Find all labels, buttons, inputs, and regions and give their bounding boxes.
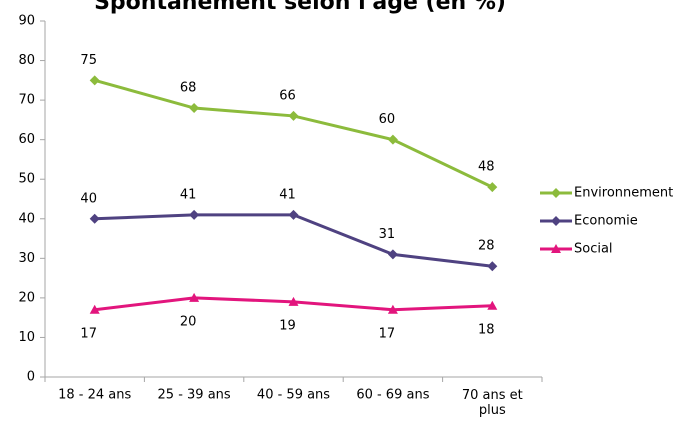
x-tick-label: 40 - 59 ans xyxy=(257,388,330,403)
y-tick-label: 70 xyxy=(18,93,35,108)
legend-marker xyxy=(551,216,561,226)
data-label: 18 xyxy=(478,322,495,337)
data-label: 20 xyxy=(180,314,197,329)
legend-label: Environnement xyxy=(574,186,673,201)
legend-label: Economie xyxy=(574,214,638,229)
data-label: 28 xyxy=(478,239,495,254)
point xyxy=(288,296,299,306)
data-label: 41 xyxy=(180,187,197,202)
point xyxy=(189,292,200,302)
y-tick-label: 80 xyxy=(18,53,35,68)
y-tick-label: 90 xyxy=(18,14,35,29)
point xyxy=(487,182,498,193)
point xyxy=(89,304,100,314)
data-label: 48 xyxy=(478,160,495,175)
data-label: 17 xyxy=(80,326,97,341)
data-label: 75 xyxy=(80,53,97,68)
y-tick-label: 30 xyxy=(18,251,35,266)
legend-marker xyxy=(551,244,561,253)
point xyxy=(189,103,200,114)
point xyxy=(189,209,200,220)
point xyxy=(387,249,398,260)
x-tick-label: 60 - 69 ans xyxy=(356,388,429,403)
data-label: 19 xyxy=(279,318,296,333)
point xyxy=(288,209,299,220)
x-tick-label: 70 ans et plus xyxy=(462,388,523,418)
data-label: 68 xyxy=(180,81,197,96)
x-tick-label: 25 - 39 ans xyxy=(158,388,231,403)
data-label: 40 xyxy=(80,191,97,206)
legend-marker xyxy=(551,188,561,198)
y-tick-label: 40 xyxy=(18,211,35,226)
chart-title: Spontanément selon l'âge (en %) xyxy=(94,0,506,15)
data-label: 41 xyxy=(279,187,296,202)
data-label: 31 xyxy=(379,227,396,242)
series-line xyxy=(94,213,493,268)
point xyxy=(387,304,398,314)
point xyxy=(89,75,100,86)
x-tick-label: 18 - 24 ans xyxy=(58,388,131,403)
legend-label: Social xyxy=(574,242,613,257)
data-label: 66 xyxy=(279,88,296,103)
y-tick-label: 0 xyxy=(27,370,35,385)
y-tick-label: 10 xyxy=(18,330,35,345)
y-tick-label: 60 xyxy=(18,132,35,147)
point xyxy=(89,213,100,224)
data-label: 17 xyxy=(379,326,396,341)
y-tick-label: 20 xyxy=(18,290,35,305)
data-label: 60 xyxy=(379,112,396,127)
y-tick-label: 50 xyxy=(18,172,35,187)
point xyxy=(387,134,398,145)
point xyxy=(288,110,299,121)
point xyxy=(487,261,498,272)
point xyxy=(487,300,498,310)
